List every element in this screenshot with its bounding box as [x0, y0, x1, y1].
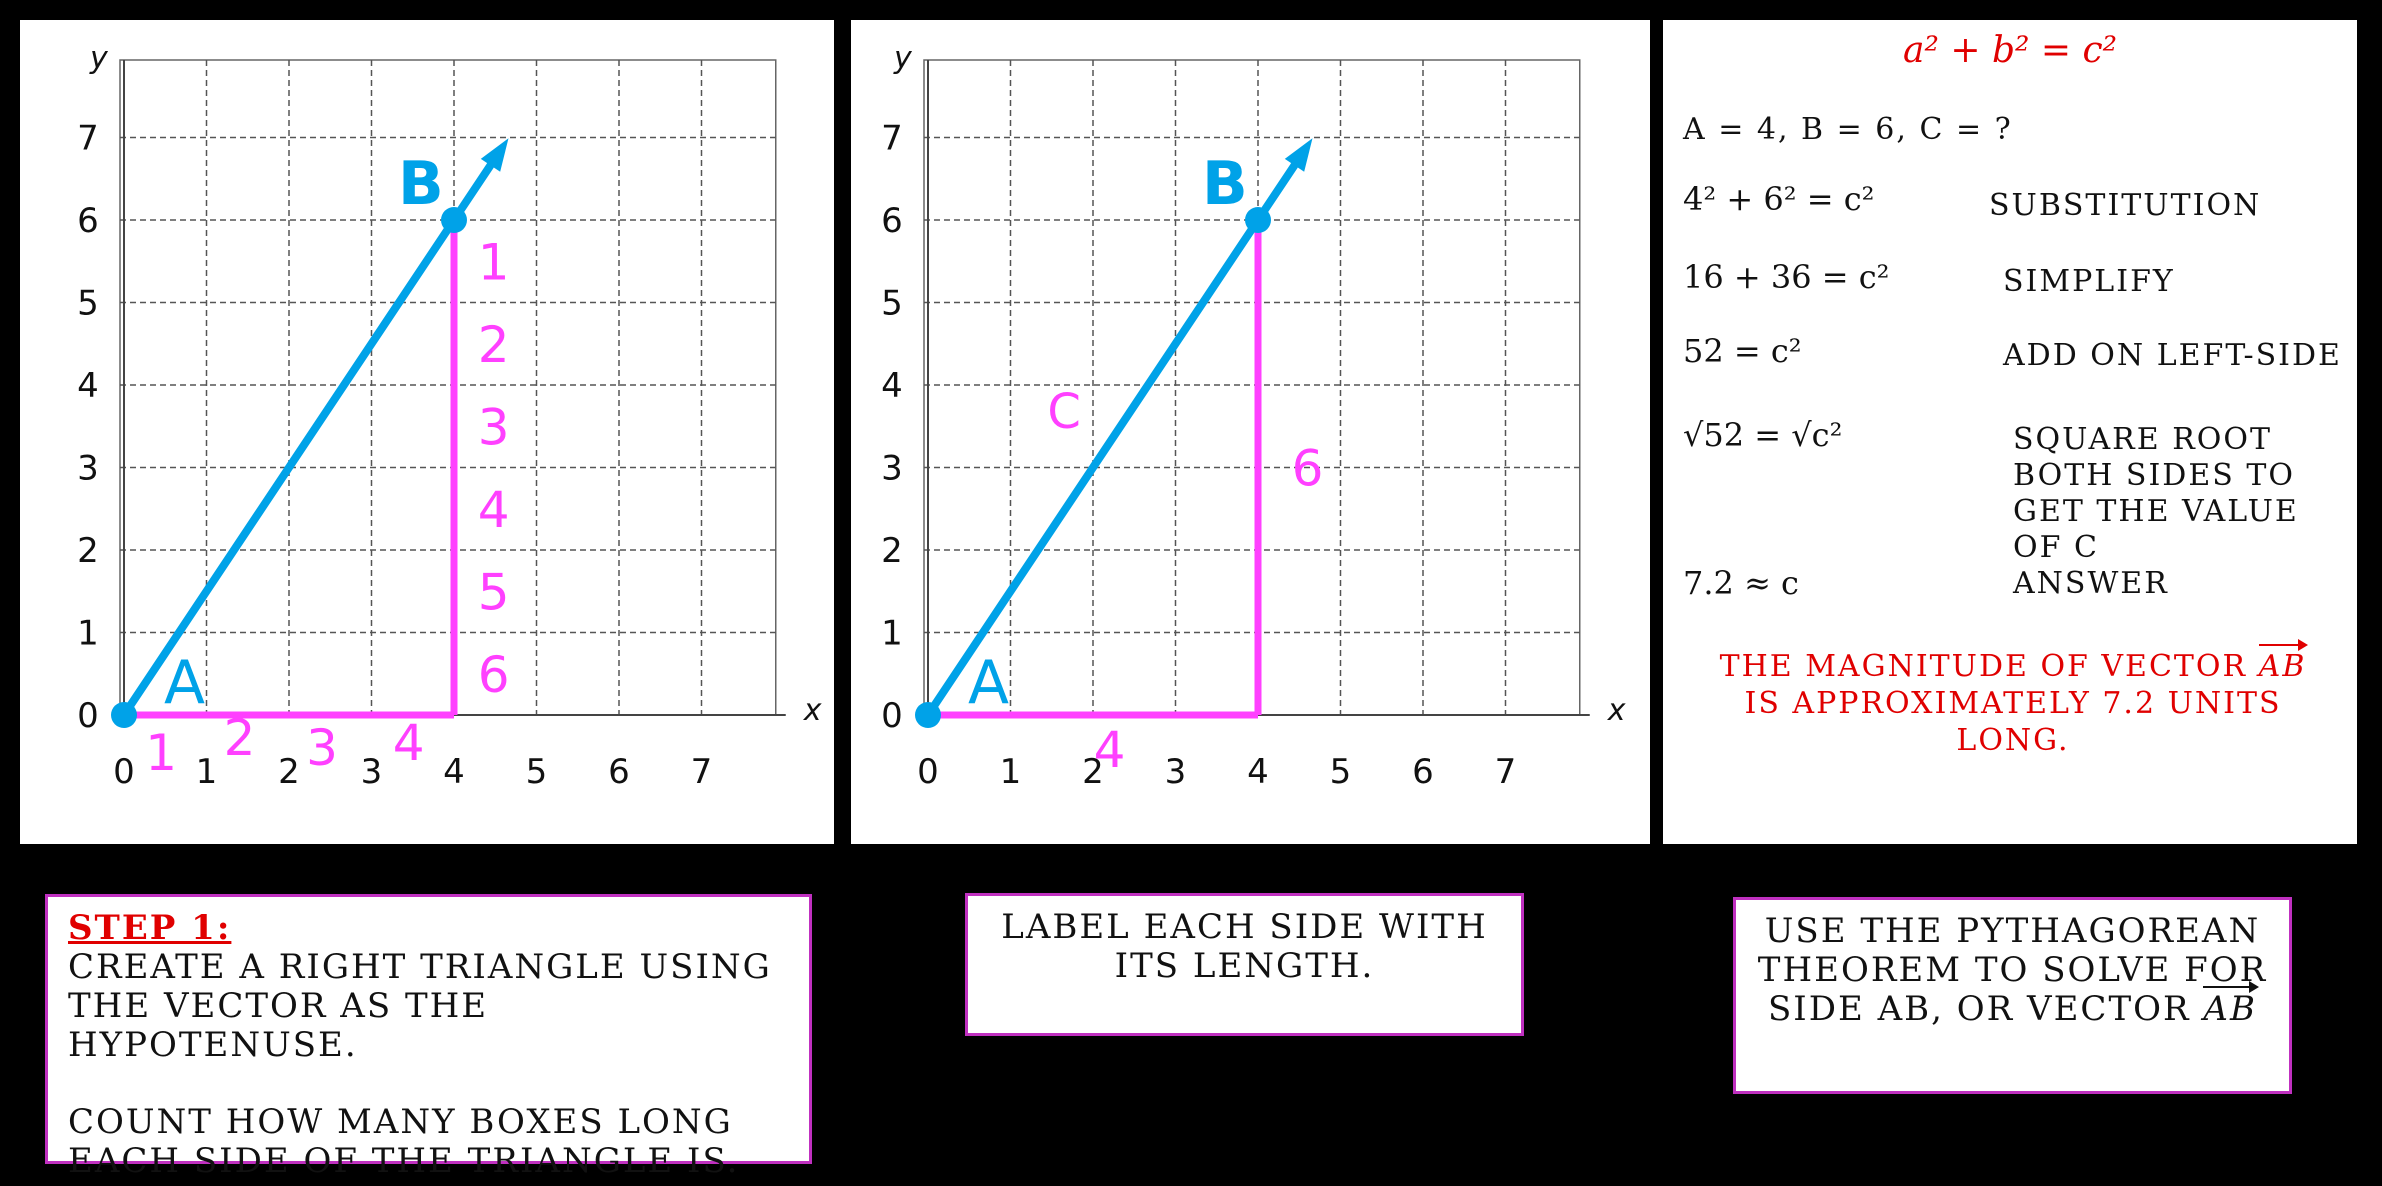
right-count-label: 3 — [478, 398, 510, 456]
caption-step-1: STEP 1: CREATE A RIGHT TRIANGLE USING TH… — [45, 894, 812, 1181]
hypotenuse-label: C — [1047, 384, 1081, 440]
step-note-2: SIMPLIFY — [2003, 264, 2175, 299]
x-tick-label: 2 — [1082, 752, 1104, 792]
step-expr-4: √52 = √c² — [1683, 416, 1843, 454]
x-tick-label: 5 — [526, 752, 548, 792]
x-tick-label: 3 — [361, 752, 383, 792]
y-tick-label: 5 — [77, 284, 99, 324]
x-tick-label: 4 — [1247, 752, 1269, 792]
x-tick-label: 6 — [608, 752, 630, 792]
step-note-3: ADD ON LEFT-SIDE — [2003, 338, 2342, 373]
step-note-4: SQUARE ROOT BOTH SIDES TO GET THE VALUE … — [2013, 422, 2299, 565]
plot-frame — [923, 59, 1581, 716]
y-tick-label: 6 — [881, 201, 903, 241]
x-tick-label: 3 — [1165, 752, 1187, 792]
x-axis-label: x — [1607, 693, 1626, 728]
bottom-count-label: 4 — [393, 714, 425, 772]
vector-ab-line — [924, 154, 1304, 719]
y-tick-label: 1 — [881, 614, 903, 654]
point-a-label: A — [164, 648, 205, 718]
step-3-instruction: USE THE PYTHAGOREAN THEOREM TO SOLVE FOR… — [1757, 911, 2268, 1029]
step-2-instruction: LABEL EACH SIDE WITH ITS LENGTH. — [1001, 907, 1488, 986]
x-tick-label: 4 — [443, 752, 465, 792]
y-tick-label: 2 — [881, 531, 903, 571]
y-tick-label: 1 — [77, 614, 99, 654]
given-values: A = 4, B = 6, C = ? — [1683, 112, 2013, 147]
step-note-5: ANSWER — [2013, 566, 2169, 601]
caption-step-2: LABEL EACH SIDE WITH ITS LENGTH. — [965, 893, 1524, 1036]
step-1-instruction-2: COUNT HOW MANY BOXES LONG EACH SIDE OF T… — [68, 1102, 740, 1181]
y-tick-label: 0 — [881, 696, 903, 736]
right-count-label: 2 — [478, 316, 510, 374]
y-axis-label: y — [893, 41, 913, 76]
conclusion: THE MAGNITUDE OF VECTOR AB IS APPROXIMAT… — [1703, 639, 2323, 759]
x-tick-label: 1 — [196, 752, 218, 792]
x-tick-label: 0 — [113, 752, 135, 792]
y-tick-label: 7 — [881, 119, 903, 159]
y-tick-label: 6 — [77, 201, 99, 241]
y-tick-label: 4 — [77, 366, 99, 406]
y-axis-label: y — [89, 41, 109, 76]
step-expr-5: 7.2 ≈ c — [1683, 564, 1799, 602]
y-tick-label: 0 — [77, 696, 99, 736]
point-a — [111, 702, 137, 728]
step-expr-1: 4² + 6² = c² — [1683, 180, 1875, 218]
x-tick-label: 1 — [1000, 752, 1022, 792]
right-count-label: 6 — [478, 646, 510, 704]
vector-arrowhead — [1284, 138, 1313, 172]
x-tick-label: 6 — [1412, 752, 1434, 792]
vector-ab-line — [120, 154, 500, 719]
right-count-label: 1 — [478, 233, 510, 291]
x-axis-label: x — [803, 693, 822, 728]
y-tick-label: 3 — [881, 449, 903, 489]
x-tick-label: 2 — [278, 752, 300, 792]
x-tick-label: 7 — [691, 752, 713, 792]
bottom-count-label: 2 — [224, 709, 256, 767]
bottom-count-label: 3 — [306, 719, 338, 777]
x-tick-label: 7 — [1495, 752, 1517, 792]
point-b-label: B — [398, 149, 444, 219]
right-count-label: 5 — [478, 563, 510, 621]
x-tick-label: 5 — [1330, 752, 1352, 792]
conclusion-post: IS APPROXIMATELY 7.2 UNITS LONG. — [1744, 686, 2282, 758]
y-tick-label: 3 — [77, 449, 99, 489]
conclusion-pre: THE MAGNITUDE OF VECTOR — [1719, 649, 2248, 684]
point-b-label: B — [1202, 149, 1248, 219]
point-a-label: A — [968, 648, 1009, 718]
step-expr-2: 16 + 36 = c² — [1683, 258, 1890, 296]
height-length-label: 6 — [1292, 440, 1324, 498]
vector-arrowhead — [480, 138, 509, 172]
point-b — [441, 207, 467, 233]
x-tick-label: 0 — [917, 752, 939, 792]
y-tick-label: 4 — [881, 366, 903, 406]
step-1-instruction-1: CREATE A RIGHT TRIANGLE USING THE VECTOR… — [68, 947, 772, 1065]
base-length-label: 4 — [1094, 721, 1126, 779]
caption-step-3: USE THE PYTHAGOREAN THEOREM TO SOLVE FOR… — [1733, 897, 2292, 1094]
step-expr-3: 52 = c² — [1683, 332, 1802, 370]
point-b — [1245, 207, 1271, 233]
bottom-count-label: 1 — [145, 724, 177, 782]
y-tick-label: 5 — [881, 284, 903, 324]
step-note-1: SUBSTITUTION — [1989, 188, 2262, 223]
plot-frame — [119, 59, 777, 716]
right-count-label: 4 — [478, 481, 510, 539]
point-a — [915, 702, 941, 728]
y-tick-label: 7 — [77, 119, 99, 159]
y-tick-label: 2 — [77, 531, 99, 571]
pythagorean-formula: a² + b² = c² — [1903, 30, 2118, 71]
vector-ab-symbol: AB — [2258, 639, 2309, 685]
step-1-title: STEP 1: — [68, 908, 232, 948]
vector-ab-caption: AB — [2203, 981, 2259, 1029]
solution-panel: a² + b² = c² A = 4, B = 6, C = ? 4² + 6²… — [1663, 20, 2357, 844]
